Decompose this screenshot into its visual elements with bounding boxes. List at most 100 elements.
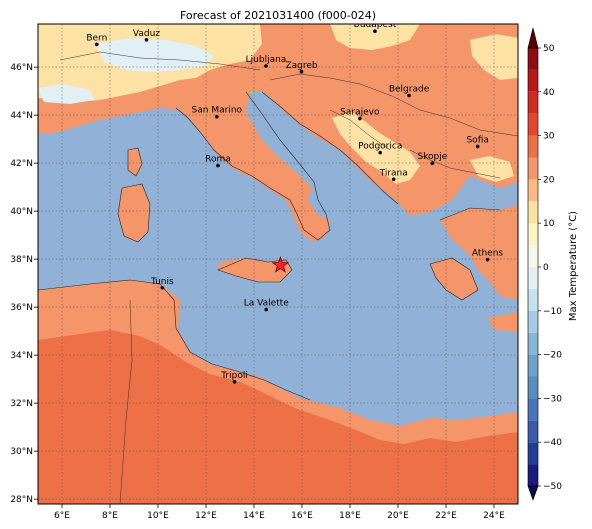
colorbar-tick-label: −30: [543, 394, 562, 404]
colorbar-swatch: [528, 332, 538, 355]
colorbar-tick-label: −50: [543, 482, 562, 492]
lon-tick-label: 12°E: [195, 511, 217, 521]
colorbar-tick-label: 10: [543, 219, 555, 229]
lon-tick-label: 22°E: [435, 511, 457, 521]
city-label: Tripoli: [220, 371, 248, 381]
lat-tick-label: 40°N: [10, 207, 33, 217]
city-label: Sofia: [466, 135, 488, 145]
colorbar-tick-label: 30: [543, 132, 555, 142]
colorbar-tick-label: 50: [543, 44, 555, 54]
lon-tick-label: 8°E: [102, 511, 118, 521]
city-label: Bern: [86, 33, 107, 43]
city-dot-icon: [378, 150, 383, 155]
city-dot-icon: [264, 64, 268, 68]
colorbar-swatch: [528, 442, 538, 465]
coastlines: [38, 91, 501, 401]
city-dot-icon: [144, 38, 149, 42]
city-label: Tirana: [379, 168, 408, 178]
colorbar-swatch: [528, 91, 538, 114]
city-dot-icon: [215, 114, 219, 119]
city-label: Tunis: [150, 277, 174, 287]
mild-zone-balkans: [332, 112, 420, 184]
city-label: Belgrade: [389, 85, 430, 95]
hot-land-africa: [38, 330, 518, 504]
star-marker-icon: [271, 256, 290, 273]
city-label: Vaduz: [133, 29, 160, 39]
colorbar-swatch: [528, 113, 538, 136]
city-label: Ljubljana: [246, 55, 287, 65]
mild-zone-aegean: [470, 156, 514, 182]
latitude-axis: 28°N 30°N 32°N 34°N 36°N 38°N 40°N 42°N 44°N 46°N: [10, 63, 38, 505]
colorbar-swatch: [528, 267, 538, 289]
city-dot-icon: [430, 161, 435, 165]
lon-tick-label: 14°E: [243, 511, 265, 521]
lat-tick-label: 28°N: [10, 495, 33, 505]
lon-tick-label: 10°E: [147, 511, 169, 521]
colorbar: −50 −40 −30 −20 −10 0 10 20 30 40 50: [527, 27, 562, 501]
city-dot-icon: [475, 144, 480, 149]
lat-tick-label: 36°N: [10, 303, 33, 313]
city-dot-icon: [407, 93, 411, 98]
colorbar-swatch: [528, 135, 538, 158]
colorbar-tick-label: 0: [543, 263, 549, 273]
city-label: Zagreb: [285, 61, 317, 71]
warm-land-greece: [440, 205, 518, 300]
city-label: Skopje: [417, 152, 447, 162]
city-dot-icon: [485, 257, 490, 262]
city-label: Sarajevo: [340, 108, 380, 118]
lat-tick-label: 30°N: [10, 447, 33, 457]
city-dot-icon: [264, 307, 269, 312]
warm-land-anatolia: [488, 312, 518, 332]
colorbar-swatch: [528, 464, 538, 486]
cool-zone-alps-east: [38, 84, 94, 104]
lat-tick-label: 44°N: [10, 111, 33, 121]
colorbar-tick-label: −20: [543, 351, 562, 361]
cool-zone-alps: [96, 38, 214, 72]
lon-tick-label: 18°E: [339, 511, 361, 521]
gridlines: [38, 24, 518, 504]
figure-title: Forecast of 2021031400 (f000-024): [180, 9, 376, 22]
longitude-axis: 6°E 8°E 10°E 12°E 14°E 16°E 18°E 20°E 22°E 24°E: [54, 504, 505, 521]
colorbar-tick-label: −40: [543, 438, 562, 448]
colorbar-swatch: [528, 288, 538, 311]
warm-land-sardinia: [118, 184, 150, 242]
colorbar-tick-label: 40: [543, 88, 555, 98]
colorbar-swatch: [528, 354, 538, 377]
city-dot-icon: [373, 29, 377, 33]
lon-tick-label: 16°E: [291, 511, 313, 521]
city-dot-icon: [216, 163, 220, 168]
city-label: Budapest: [354, 20, 397, 30]
city-label: Podgorica: [358, 142, 402, 152]
city-dot-icon: [95, 42, 99, 47]
warm-land-peloponnese: [430, 258, 478, 300]
city-dot-icon: [232, 380, 237, 384]
lat-tick-label: 38°N: [10, 255, 33, 265]
colorbar-swatch: [528, 201, 538, 224]
city-label: Roma: [205, 155, 231, 165]
lon-tick-label: 6°E: [54, 511, 70, 521]
colorbar-tick-label: −10: [543, 307, 562, 317]
colorbar-label: Max Temperature (°C): [568, 211, 579, 321]
city-label: San Marino: [192, 106, 243, 116]
colorbar-tick-label: 20: [543, 175, 555, 185]
colorbar-swatch: [528, 376, 538, 399]
colorbar-swatch: [528, 398, 538, 421]
city-label: La Valette: [244, 299, 289, 309]
lon-tick-label: 24°E: [483, 511, 505, 521]
city-label: Athens: [472, 249, 503, 259]
colorbar-swatch: [528, 245, 538, 267]
lat-tick-label: 32°N: [10, 399, 33, 409]
colorbar-over-extension: [527, 27, 539, 49]
colorbar-swatch: [528, 420, 538, 443]
lon-tick-label: 20°E: [387, 511, 409, 521]
colorbar-swatch: [528, 69, 538, 92]
colorbar-swatch: [528, 223, 538, 246]
city-dot-icon: [358, 116, 362, 121]
colorbar-swatch: [528, 48, 538, 70]
city-dot-icon: [160, 285, 165, 290]
city-dot-icon: [299, 69, 304, 74]
map-frame: [37, 23, 519, 505]
